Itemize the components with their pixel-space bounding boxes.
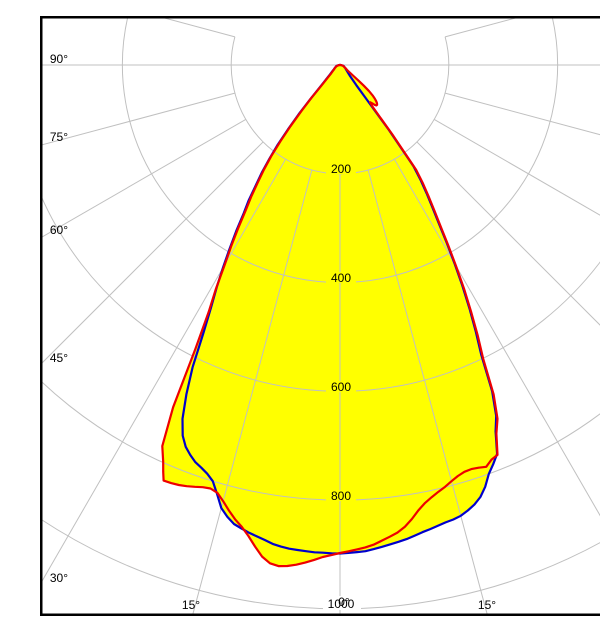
angle-label-left: 60° bbox=[50, 223, 68, 237]
angle-label-bottom-left: 15° bbox=[182, 598, 200, 612]
radial-tick-label: 800 bbox=[331, 489, 351, 503]
grid-radial-line bbox=[367, 169, 489, 616]
polar-chart-canvas: 200400600800100090°90°75°75°60°60°45°45°… bbox=[40, 16, 600, 616]
grid-radial-line bbox=[416, 141, 600, 326]
grid-radial-line bbox=[40, 158, 287, 586]
grid-radial-line bbox=[393, 158, 600, 517]
ring-label-bg bbox=[326, 163, 356, 174]
radial-tick-label: 200 bbox=[331, 162, 351, 176]
angle-label-bottom-center: 0° bbox=[338, 595, 350, 609]
angle-label-left: 30° bbox=[50, 571, 68, 585]
radial-tick-label: 400 bbox=[331, 271, 351, 285]
grid-radial-line bbox=[40, 118, 247, 239]
grid-radial-line bbox=[40, 92, 236, 146]
curve-red bbox=[161, 63, 499, 568]
grid-radial-line bbox=[433, 118, 600, 216]
polar-intensity-chart: 200400600800100090°90°75°75°60°60°45°45°… bbox=[40, 16, 600, 616]
radial-tick-label: 600 bbox=[331, 380, 351, 394]
angle-label-left: 90° bbox=[50, 52, 68, 66]
angle-label-left: 45° bbox=[50, 351, 68, 365]
angle-label-left: 75° bbox=[50, 130, 68, 144]
ring-label-bg bbox=[326, 490, 356, 501]
angle-label-bottom-right: 15° bbox=[478, 598, 496, 612]
grid-radial-line bbox=[191, 169, 313, 616]
intensity-fill-curve-red bbox=[162, 65, 498, 567]
ring-label-bg bbox=[326, 381, 356, 392]
grid-radial-line bbox=[444, 92, 600, 136]
grid-radial-line bbox=[40, 141, 264, 366]
ring-label-bg bbox=[326, 272, 356, 283]
